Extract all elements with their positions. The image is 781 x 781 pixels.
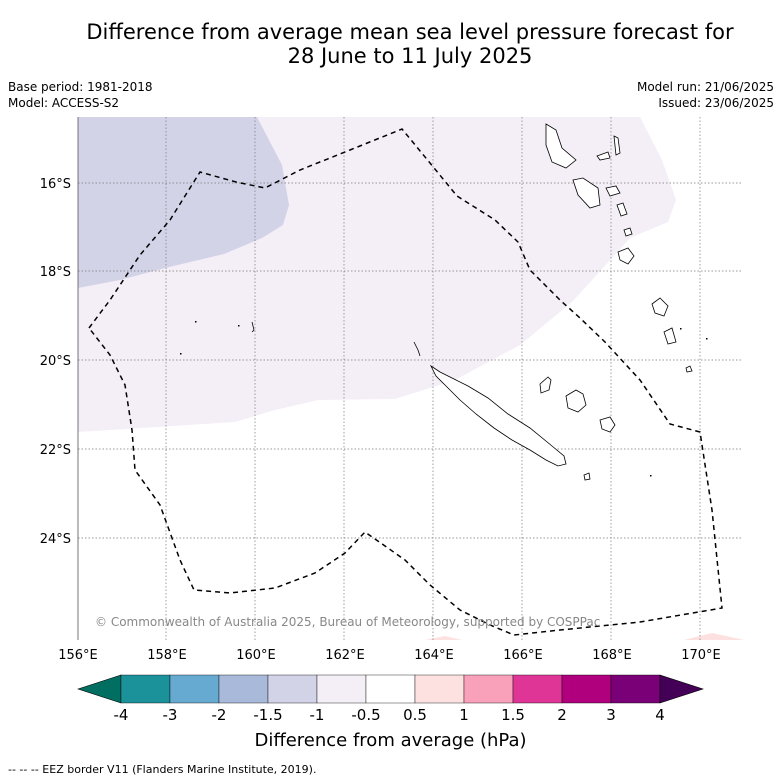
chesterfield-islet bbox=[251, 321, 255, 333]
lon-label: 158°E bbox=[147, 648, 187, 663]
colorbar-tick-label: -1.5 bbox=[253, 706, 282, 724]
ouvea-island bbox=[539, 376, 552, 394]
new-caledonia-island bbox=[429, 364, 567, 467]
colorbar-tick-label: -4 bbox=[114, 706, 129, 724]
lon-label: 156°E bbox=[58, 648, 98, 663]
anomaly-region-pink bbox=[425, 636, 462, 640]
lat-label: 18°S bbox=[40, 265, 71, 280]
lifou-island bbox=[565, 389, 587, 413]
islet-dot bbox=[650, 475, 652, 477]
copyright-text: © Commonwealth of Australia 2025, Bureau… bbox=[95, 615, 600, 629]
colorbar-tick-label: 3 bbox=[606, 706, 616, 724]
islet-dot bbox=[195, 321, 197, 323]
walpole-island bbox=[583, 472, 591, 481]
colorbar-tick-label: 4 bbox=[655, 706, 665, 724]
colorbar-tick-label: 1.5 bbox=[501, 706, 525, 724]
colorbar-segment bbox=[414, 674, 465, 704]
ambrym-island bbox=[605, 185, 621, 197]
anomaly-region-pink-east bbox=[684, 633, 744, 640]
epi-island bbox=[616, 202, 628, 217]
anomaly-region-blue bbox=[78, 117, 289, 288]
lon-label: 162°E bbox=[325, 648, 365, 663]
erromango-island bbox=[617, 247, 635, 265]
colorbar-segment bbox=[169, 674, 220, 704]
colorbar-segment bbox=[561, 674, 612, 704]
lat-label: 24°S bbox=[40, 532, 71, 547]
espiritu-santo-island bbox=[545, 123, 577, 169]
islet-dot bbox=[238, 325, 240, 327]
colorbar-tick-label: -3 bbox=[163, 706, 178, 724]
lat-label: 16°S bbox=[40, 177, 71, 192]
colorbar-segment bbox=[120, 674, 171, 704]
lon-label: 168°E bbox=[592, 648, 632, 663]
lon-label: 170°E bbox=[681, 648, 721, 663]
colorbar-tick-label: 1 bbox=[459, 706, 469, 724]
belep-islands bbox=[413, 341, 421, 357]
colorbar-segment bbox=[316, 674, 367, 704]
colorbar-extend-low bbox=[77, 674, 122, 704]
chart-title-line2: 28 June to 11 July 2025 bbox=[287, 44, 533, 68]
lon-label: 160°E bbox=[236, 648, 276, 663]
colorbar-tick-label: -2 bbox=[212, 706, 227, 724]
base-period-text: Base period: 1981-2018 bbox=[8, 80, 153, 94]
eez-border bbox=[88, 128, 723, 636]
chart-title-line1: Difference from average mean sea level p… bbox=[86, 20, 734, 44]
islet-dot bbox=[680, 328, 682, 330]
efate-island bbox=[623, 227, 633, 237]
colorbar-tick-label: -0.5 bbox=[351, 706, 380, 724]
colorbar-segment bbox=[267, 674, 318, 704]
colorbar-title: Difference from average (hPa) bbox=[254, 730, 527, 751]
colorbar-segment bbox=[610, 674, 661, 704]
lat-label: 22°S bbox=[40, 443, 71, 458]
colorbar-segment bbox=[365, 674, 416, 704]
colorbar-segment bbox=[463, 674, 514, 704]
model-run-text: Model run: 21/06/2025 bbox=[636, 80, 774, 94]
lat-label: 20°S bbox=[40, 354, 71, 369]
colorbar-segment bbox=[512, 674, 563, 704]
model-text: Model: ACCESS-S2 bbox=[8, 96, 120, 110]
colorbar-extend-high bbox=[659, 674, 704, 704]
colorbar-segment bbox=[218, 674, 269, 704]
ambae-island bbox=[596, 151, 611, 161]
islet-dot bbox=[706, 338, 708, 340]
tanna-island bbox=[651, 297, 669, 317]
malekula-island bbox=[572, 177, 601, 209]
issued-text: Issued: 23/06/2025 bbox=[658, 96, 774, 110]
eez-legend-footer: -- -- -- EEZ border V11 (Flanders Marine… bbox=[8, 763, 317, 776]
maewo-island bbox=[613, 135, 621, 156]
graticule bbox=[78, 117, 743, 640]
matthew-island bbox=[685, 365, 693, 373]
colorbar-tick-label: 0.5 bbox=[403, 706, 427, 724]
islet-dot bbox=[180, 353, 182, 355]
colorbar-tick-label: -1 bbox=[310, 706, 325, 724]
lon-label: 166°E bbox=[503, 648, 543, 663]
aneityum-island bbox=[663, 327, 677, 345]
colorbar bbox=[77, 674, 704, 704]
lon-label: 164°E bbox=[414, 648, 454, 663]
mare-island bbox=[599, 416, 616, 433]
colorbar-tick-label: 2 bbox=[557, 706, 567, 724]
